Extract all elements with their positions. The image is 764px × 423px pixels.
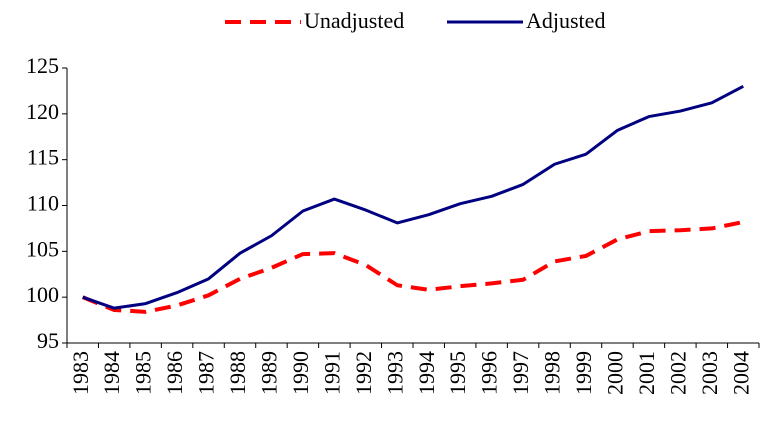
- x-tick-label: 2001: [634, 351, 659, 395]
- x-tick-label: 2004: [728, 351, 753, 395]
- x-tick-label: 1999: [571, 351, 596, 395]
- y-tick-label: 95: [37, 328, 59, 353]
- x-tick-label: 1991: [319, 351, 344, 395]
- y-tick-label: 110: [27, 191, 59, 216]
- y-tick-label: 120: [26, 99, 59, 124]
- y-tick-label: 105: [26, 236, 59, 261]
- x-tick-label: 1992: [351, 351, 376, 395]
- x-tick-label: 1993: [382, 351, 407, 395]
- x-tick-label: 1985: [131, 351, 156, 395]
- y-tick-label: 125: [26, 53, 59, 78]
- x-tick-label: 1989: [257, 351, 282, 395]
- series-line: [81, 220, 744, 314]
- x-tick-label: 1986: [162, 351, 187, 395]
- x-tick-label: 2002: [665, 351, 690, 395]
- legend-label: Unadjusted: [304, 8, 404, 33]
- x-tick-label: 1987: [194, 351, 219, 395]
- x-tick-label: 1988: [225, 351, 250, 395]
- x-tick-label: 1994: [414, 351, 439, 395]
- x-tick-label: 2000: [603, 351, 628, 395]
- x-tick-label: 1997: [508, 351, 533, 395]
- x-tick-label: 2003: [697, 351, 722, 395]
- x-tick-label: 1990: [288, 351, 313, 395]
- x-tick-label: 1983: [68, 351, 93, 395]
- x-tick-label: 1984: [99, 351, 124, 395]
- x-tick-label: 1998: [540, 351, 565, 395]
- series-line: [82, 85, 744, 310]
- legend-label: Adjusted: [526, 8, 605, 33]
- x-tick-label: 1995: [445, 351, 470, 395]
- x-tick-label: 1996: [477, 351, 502, 395]
- y-tick-label: 100: [26, 282, 59, 307]
- y-tick-label: 115: [27, 145, 59, 170]
